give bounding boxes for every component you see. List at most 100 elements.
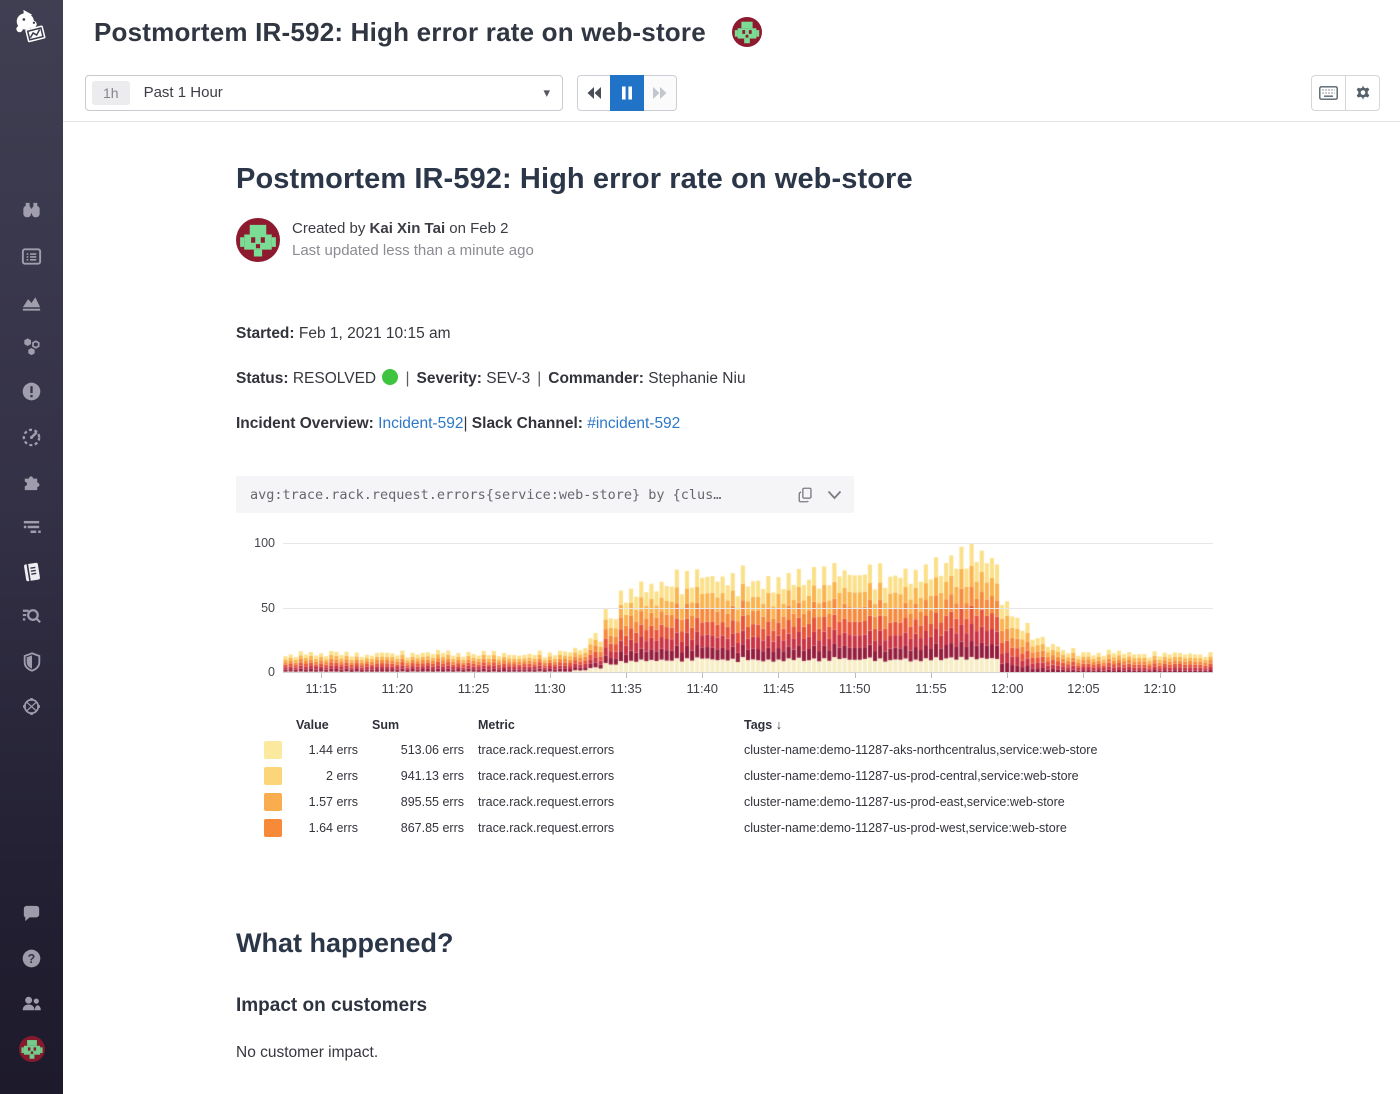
gridline-y0 [283,672,1213,673]
sidebar-item-metrics[interactable] [0,279,63,324]
datadog-logo[interactable] [11,6,53,52]
copy-button[interactable] [797,486,815,504]
sidebar-item-infrastructure[interactable] [0,324,63,369]
chat-bubble-icon [23,905,40,922]
section-body: No customer impact. [236,1044,379,1061]
pause-icon [622,86,632,99]
svg-text:?: ? [28,952,36,966]
y-axis-label: 0 [268,665,275,679]
error-rate-chart[interactable]: 0 50 100 11:15 11:20 11:25 11:30 11:35 11:40 11:4… [236,536,1221,708]
chevron-down-icon [827,490,842,499]
incident-overview-link[interactable]: Incident-592 [378,415,464,432]
x-axis-tick [1007,673,1009,678]
series-swatch [264,819,282,837]
x-axis-label: 11:50 [838,681,871,696]
pause-button[interactable] [610,74,644,111]
last-updated: Last updated less than a minute ago [292,242,534,259]
byline: Created by Kai Xin Tai on Feb 2 Last upd… [236,218,1280,262]
legend-row[interactable] [264,841,1280,844]
x-axis-label: 11:55 [915,681,947,696]
slack-channel-link[interactable]: #incident-592 [587,415,681,432]
legend-header-row: Value Sum Metric Tags ↓ [264,713,1280,737]
log-search-icon [22,609,41,624]
keyboard-icon [1319,85,1338,100]
time-range-label: Past 1 Hour [143,84,223,101]
gauge-icon [22,428,41,447]
alert-icon [22,382,41,401]
shield-icon [23,651,40,672]
time-range-select[interactable]: 1h Past 1 Hour ▾ [85,74,563,111]
metric-query-bar[interactable]: avg:trace.rack.request.errors{service:we… [236,476,854,513]
chart-plot: 0 50 100 11:15 11:20 11:25 11:30 11:35 11:40 11:4… [254,536,1213,696]
step-forward-button[interactable] [643,74,677,111]
legend-row[interactable]: 1.64 errs 867.85 errs trace.rack.request… [264,815,1280,841]
legend-header-tags[interactable]: Tags ↓ [744,718,782,732]
area-chart-icon [22,297,41,311]
gridline-y100 [283,543,1213,544]
sidebar-item-users[interactable] [0,981,63,1026]
chevron-down-icon: ▾ [543,84,550,100]
gear-icon [1356,84,1369,100]
copy-icon [798,487,812,502]
stacked-bars-canvas [283,540,1213,673]
keyboard-shortcuts-button[interactable] [1311,74,1346,111]
sidebar-item-log-explorer[interactable] [0,594,63,639]
settings-button[interactable] [1345,74,1380,111]
sidebar-item-apm[interactable] [0,414,63,459]
help-icon: ? [22,949,41,968]
x-axis-label: 11:25 [457,681,490,696]
x-axis-label: 12:00 [990,681,1024,696]
x-axis-tick [473,673,475,678]
sidebar-item-integrations[interactable] [0,459,63,504]
users-icon [22,996,41,1011]
fast-forward-icon [653,86,667,99]
x-axis-label: 11:20 [381,681,414,696]
sidebar-item-notebooks[interactable] [0,549,63,594]
hexagons-icon [24,338,40,356]
status-dot [382,369,399,385]
section-subheading: Impact on customers [236,995,428,1016]
chart-legend-table: Value Sum Metric Tags ↓ 1.44 errs 513.06… [236,713,1280,844]
series-swatch [264,793,282,811]
author-name: Kai Xin Tai [369,220,446,237]
binoculars-icon [23,202,40,218]
x-axis-label: 12:10 [1143,681,1176,696]
x-axis-label: 11:35 [610,681,642,696]
sidebar-item-security[interactable] [0,639,63,684]
legend-row[interactable]: 1.44 errs 513.06 errs trace.rack.request… [264,737,1280,763]
playback-controls [577,74,677,111]
toolbar: 1h Past 1 Hour ▾ [63,64,1400,122]
legend-row[interactable]: 2 errs 941.13 errs trace.rack.request.er… [264,763,1280,789]
x-axis-tick [1083,673,1085,678]
sidebar-item-logs[interactable] [0,504,63,549]
sidebar-item-dashboards[interactable] [0,234,63,279]
x-axis-tick [626,673,628,678]
x-axis-tick [778,673,780,678]
section-heading: What happened? [236,928,454,958]
legend-header-sum[interactable]: Sum [372,718,400,732]
time-range-chip: 1h [92,80,130,105]
x-axis-label: 11:45 [762,681,795,696]
expand-query-button[interactable] [827,490,842,500]
sidebar-item-monitors[interactable] [0,369,63,414]
sidebar-item-user-avatar[interactable] [0,1026,63,1071]
titlebar: Postmortem IR-592: High error rate on we… [63,0,1400,64]
sidebar-item-synthetics[interactable] [0,684,63,729]
sidebar-item-help[interactable]: ? [0,936,63,981]
x-axis-tick [702,673,704,678]
legend-header-metric[interactable]: Metric [478,718,515,732]
legend-header-value[interactable]: Value [296,718,329,732]
author-avatar [236,218,280,262]
sidebar-item-chat[interactable] [0,891,63,936]
legend-row[interactable]: 1.57 errs 895.55 errs trace.rack.request… [264,789,1280,815]
presence-avatar[interactable] [732,17,762,47]
pipeline-lines-icon [23,520,41,534]
x-axis-label: 11:30 [534,681,566,696]
series-swatch [264,767,282,785]
step-back-button[interactable] [577,74,611,111]
x-axis-tick [321,673,323,678]
sidebar-item-watchdog[interactable] [0,189,63,234]
status-line: Status: RESOLVED | Severity: SEV-3 | Comman… [236,369,746,387]
y-axis-label: 100 [254,536,275,550]
notebook-document: Postmortem IR-592: High error rate on we… [63,122,1400,1062]
